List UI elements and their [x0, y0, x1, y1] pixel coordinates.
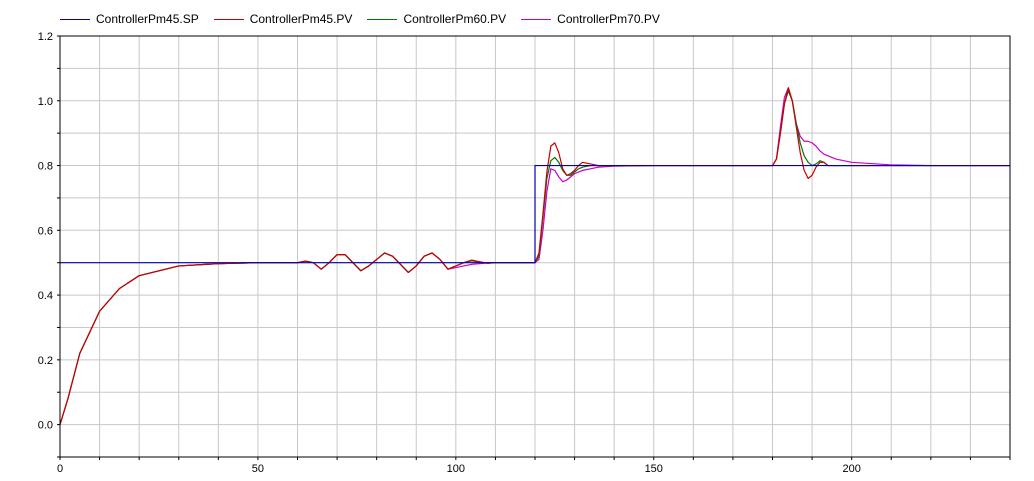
legend-label-pv45: ControllerPm45.PV	[249, 12, 353, 26]
legend-swatch-pv60	[367, 18, 398, 20]
grid	[60, 36, 1010, 457]
x-tick-label: 150	[645, 463, 663, 475]
legend-swatch-pv45	[213, 18, 244, 20]
legend-label-pv60: ControllerPm60.PV	[403, 12, 507, 26]
x-tick-label: 0	[57, 463, 63, 475]
y-tick-label: 0.6	[38, 225, 53, 237]
series-line-controllerpm45-sp	[60, 164, 1010, 264]
legend-item-sp45: ControllerPm45.SP	[60, 12, 199, 26]
legend-item-pv60: ControllerPm60.PV	[367, 12, 506, 26]
legend-swatch-sp45	[60, 18, 90, 20]
y-tick-label: 1.0	[38, 96, 53, 108]
y-tick-label: 0.2	[38, 355, 53, 367]
chart-legend: ControllerPm45.SP ControllerPm45.PV Cont…	[60, 10, 675, 28]
series-lines	[59, 87, 1010, 425]
axis-ticks: 0 50 100 150 200 0.0 0.2 0.4 0.6 0.8 1.0 1.2	[38, 31, 1011, 475]
x-tick-label: 100	[447, 463, 465, 475]
legend-item-pv45: ControllerPm45.PV	[213, 12, 353, 26]
legend-swatch-pv70	[521, 18, 552, 20]
series-line-controllerpm45-pv	[59, 87, 1010, 425]
y-tick-label: 0.0	[38, 420, 53, 432]
y-tick-label: 0.8	[38, 161, 53, 173]
legend-label-sp45: ControllerPm45.SP	[96, 12, 199, 26]
legend-item-pv70: ControllerPm70.PV	[521, 12, 660, 26]
y-tick-label: 1.2	[38, 31, 53, 43]
x-tick-label: 50	[252, 463, 264, 475]
y-tick-label: 0.4	[38, 290, 53, 302]
x-tick-label: 200	[842, 463, 860, 475]
legend-label-pv70: ControllerPm70.PV	[557, 12, 660, 26]
